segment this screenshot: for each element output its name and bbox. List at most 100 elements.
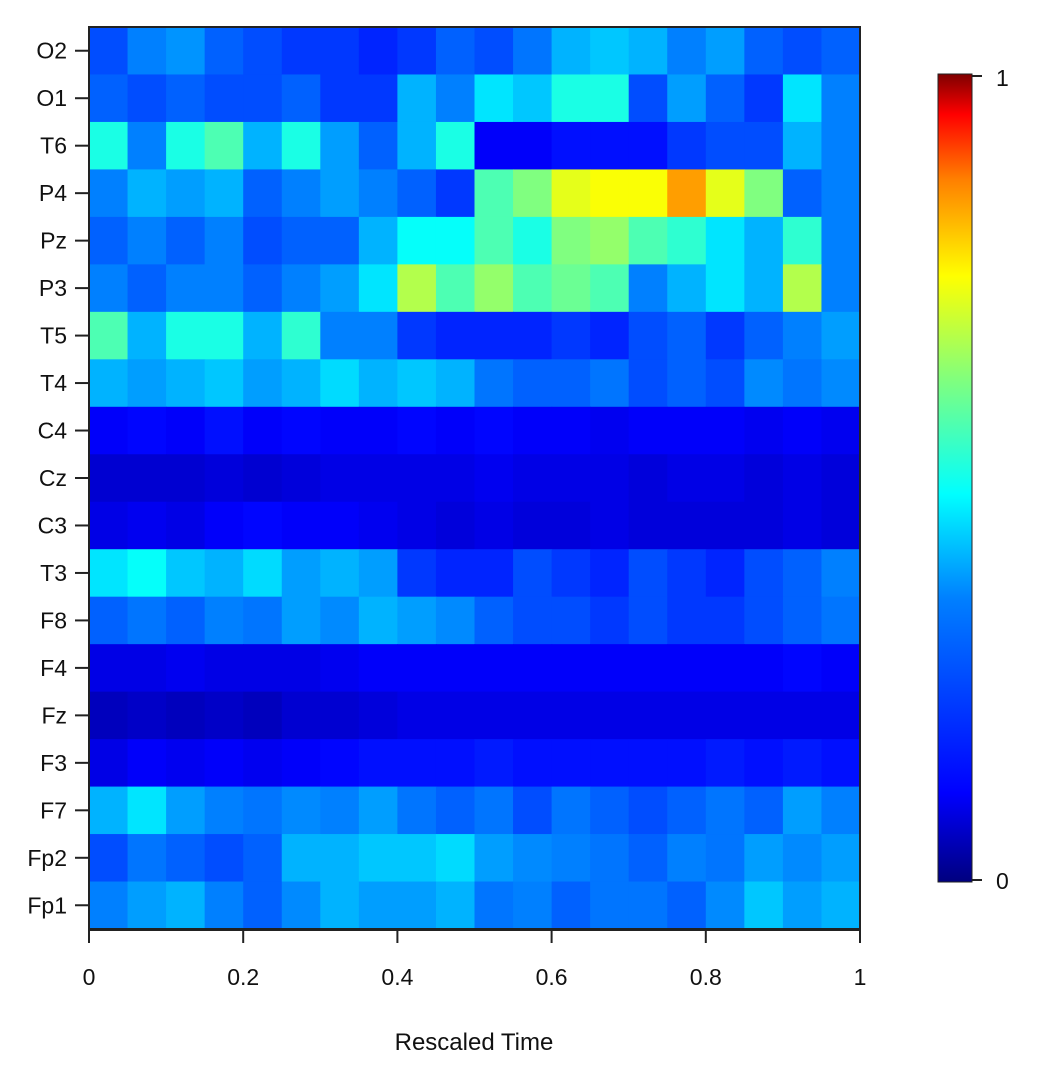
colorbar: 1 0 bbox=[937, 65, 1009, 894]
heatmap-cell bbox=[551, 691, 591, 740]
heatmap-cell bbox=[782, 644, 823, 693]
heatmap-cell bbox=[628, 691, 668, 740]
heatmap-cell bbox=[243, 359, 283, 408]
y-tick-label: Fz bbox=[41, 702, 67, 728]
heatmap-cell bbox=[89, 739, 129, 788]
heatmap-cell bbox=[358, 644, 398, 693]
heatmap-cell bbox=[821, 27, 860, 76]
heatmap-cell bbox=[667, 27, 707, 76]
heatmap-cell bbox=[474, 169, 514, 218]
heatmap-cell bbox=[821, 169, 860, 218]
heatmap-cell bbox=[474, 834, 514, 883]
heatmap-cell bbox=[127, 834, 167, 883]
heatmap-cell bbox=[667, 121, 707, 171]
x-tick-label: 0.2 bbox=[227, 964, 259, 990]
x-tick-label: 0 bbox=[83, 964, 96, 990]
heatmap-cell bbox=[204, 74, 244, 123]
heatmap-cell bbox=[166, 216, 206, 265]
heatmap-cell bbox=[243, 786, 283, 835]
heatmap-cell bbox=[628, 786, 668, 835]
heatmap-cell bbox=[435, 311, 476, 360]
heatmap-cell bbox=[166, 169, 206, 218]
heatmap-cell bbox=[320, 121, 360, 171]
heatmap-cell bbox=[667, 264, 707, 313]
heatmap-cell bbox=[821, 264, 860, 313]
y-tick-label: F7 bbox=[40, 797, 67, 823]
heatmap-cell bbox=[628, 121, 668, 171]
heatmap-cell bbox=[89, 359, 129, 408]
heatmap-cell bbox=[628, 169, 668, 218]
heatmap-cell bbox=[744, 644, 784, 693]
heatmap-cell bbox=[320, 786, 360, 835]
heatmap-cell bbox=[821, 691, 860, 740]
heatmap-cell bbox=[127, 27, 167, 76]
x-tick-label: 0.4 bbox=[381, 964, 413, 990]
heatmap-cell bbox=[243, 691, 283, 740]
heatmap-cell bbox=[166, 596, 206, 645]
heatmap-cell bbox=[551, 644, 591, 693]
heatmap-cell bbox=[281, 216, 321, 265]
heatmap-cell bbox=[89, 74, 129, 123]
heatmap-cell bbox=[435, 596, 476, 645]
heatmap-cell bbox=[821, 501, 860, 550]
heatmap-cell bbox=[127, 786, 167, 835]
heatmap-cell bbox=[204, 739, 244, 788]
heatmap-cell bbox=[782, 264, 823, 313]
heatmap-cell bbox=[397, 834, 437, 883]
heatmap-cell bbox=[397, 264, 437, 313]
heatmap-cell bbox=[166, 501, 206, 550]
heatmap-cell bbox=[320, 596, 360, 645]
heatmap-cell bbox=[127, 311, 167, 360]
heatmap-cell bbox=[204, 644, 244, 693]
heatmap-cell bbox=[89, 454, 129, 503]
heatmap-cell bbox=[358, 596, 398, 645]
heatmap-cell bbox=[474, 406, 514, 455]
heatmap-cell bbox=[397, 74, 437, 123]
heatmap-cell bbox=[127, 74, 167, 123]
heatmap-cell bbox=[281, 121, 321, 171]
heatmap-cell bbox=[513, 359, 553, 408]
heatmap-cell bbox=[166, 786, 206, 835]
heatmap-cell bbox=[127, 169, 167, 218]
heatmap-cell bbox=[320, 549, 360, 598]
heatmap-cell bbox=[204, 311, 244, 360]
heatmap-cell bbox=[358, 27, 398, 76]
heatmap-cell bbox=[513, 786, 553, 835]
heatmap-cell bbox=[166, 691, 206, 740]
heatmap-cell bbox=[281, 691, 321, 740]
y-axis: O2 O1 T6 P4 Pz P3 T5 T4 C4 Cz C3 T3 F8 F4 Fz F3 F7 Fp2 Fp1 bbox=[27, 38, 89, 918]
heatmap-cell bbox=[782, 596, 823, 645]
heatmap-cell bbox=[628, 454, 668, 503]
heatmap-cell bbox=[821, 359, 860, 408]
y-tick-label: Pz bbox=[40, 228, 67, 254]
heatmap-cell bbox=[590, 311, 630, 360]
heatmap-cell bbox=[513, 264, 553, 313]
heatmap-cell bbox=[474, 644, 514, 693]
x-axis-label: Rescaled Time bbox=[395, 1029, 554, 1056]
heatmap-cell bbox=[89, 691, 129, 740]
heatmap-cell bbox=[397, 644, 437, 693]
y-tick-label: P3 bbox=[39, 275, 67, 301]
heatmap-cell bbox=[397, 169, 437, 218]
heatmap-cell bbox=[628, 501, 668, 550]
heatmap-cell bbox=[435, 691, 476, 740]
heatmap-cell bbox=[320, 74, 360, 123]
heatmap-cell bbox=[243, 549, 283, 598]
heatmap-cell bbox=[243, 644, 283, 693]
heatmap-cell bbox=[590, 406, 630, 455]
heatmap-cell bbox=[281, 596, 321, 645]
heatmap-cell bbox=[705, 834, 745, 883]
heatmap-cell bbox=[513, 216, 553, 265]
heatmap-cell bbox=[782, 549, 823, 598]
heatmap-cell bbox=[204, 786, 244, 835]
heatmap-cell bbox=[127, 881, 167, 929]
heatmap-cell bbox=[204, 549, 244, 598]
heatmap-cell bbox=[628, 359, 668, 408]
heatmap-cell bbox=[628, 27, 668, 76]
heatmap-cell bbox=[358, 881, 398, 929]
heatmap-cell bbox=[435, 881, 476, 929]
heatmap-cell bbox=[435, 644, 476, 693]
heatmap-cell bbox=[628, 549, 668, 598]
heatmap-cell bbox=[744, 311, 784, 360]
heatmap-cell bbox=[590, 169, 630, 218]
